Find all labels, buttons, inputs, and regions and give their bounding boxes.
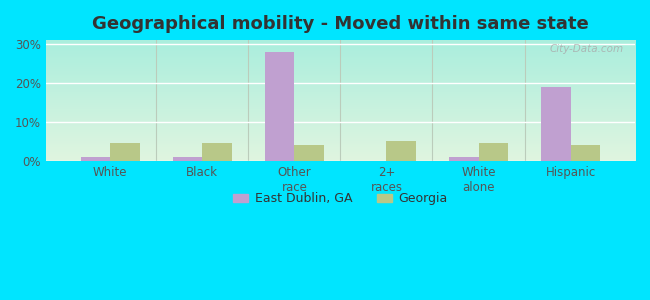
Text: City-Data.com: City-Data.com — [549, 44, 623, 54]
Bar — [387, 142, 416, 161]
Bar — [571, 146, 600, 161]
Bar — [541, 87, 571, 161]
Bar — [294, 146, 324, 161]
Bar — [449, 157, 478, 161]
Bar — [265, 52, 294, 161]
Bar — [202, 143, 232, 161]
Legend: East Dublin, GA, Georgia: East Dublin, GA, Georgia — [228, 187, 452, 210]
Bar — [111, 143, 140, 161]
Bar — [81, 157, 110, 161]
Title: Geographical mobility - Moved within same state: Geographical mobility - Moved within sam… — [92, 15, 589, 33]
Bar — [478, 143, 508, 161]
Bar — [173, 157, 202, 161]
